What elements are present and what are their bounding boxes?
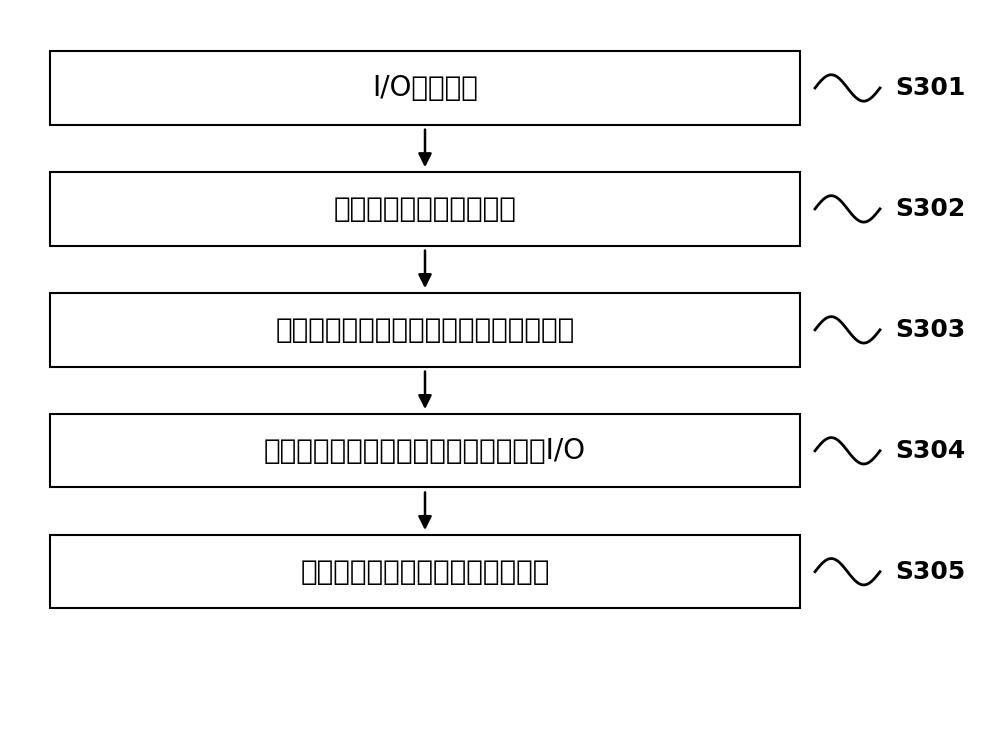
Text: I/O配置输入: I/O配置输入 xyxy=(372,74,478,102)
Text: 检测各信号线的高低电平: 检测各信号线的高低电平 xyxy=(334,195,516,223)
Bar xyxy=(50,172,800,246)
Bar xyxy=(50,535,800,608)
Text: 按照该显示板类型执行显示、摇风: 按照该显示板类型执行显示、摇风 xyxy=(300,558,550,586)
Text: S305: S305 xyxy=(895,560,965,583)
Bar xyxy=(50,51,800,125)
Text: S301: S301 xyxy=(895,76,965,100)
Text: S302: S302 xyxy=(895,197,965,221)
Bar xyxy=(50,293,800,366)
Bar xyxy=(50,414,800,487)
Text: S304: S304 xyxy=(895,439,965,463)
Text: 根据上述高低电平的组合识别显示板类型: 根据上述高低电平的组合识别显示板类型 xyxy=(275,316,575,344)
Text: 按照该显示板类型对应的实际功能配置I/O: 按照该显示板类型对应的实际功能配置I/O xyxy=(264,437,586,465)
Text: S303: S303 xyxy=(895,318,965,342)
